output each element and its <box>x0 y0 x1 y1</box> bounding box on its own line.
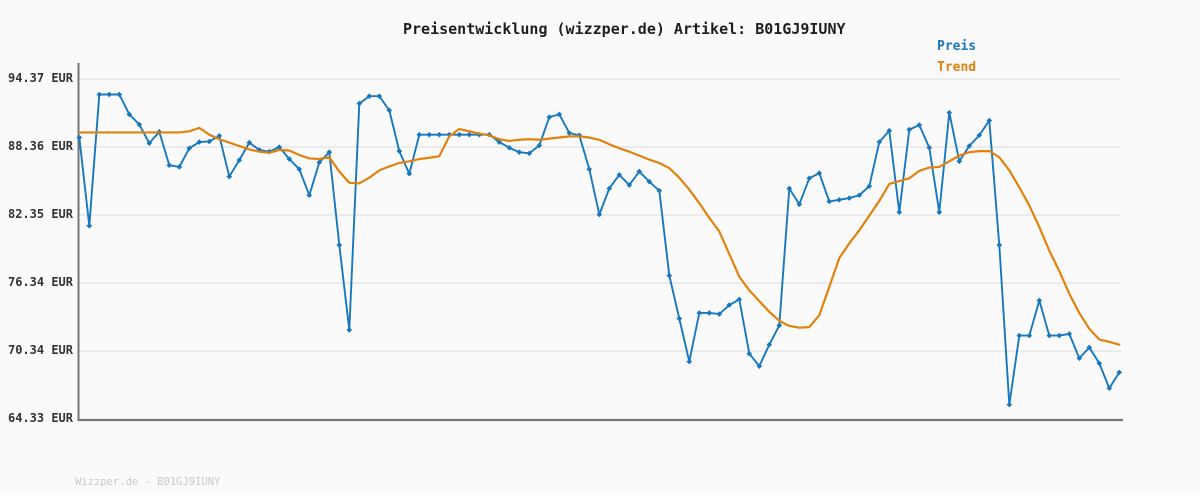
bottom-strip <box>0 492 1200 500</box>
y-axis-tick-label: 88.36 EUR <box>7 139 73 154</box>
y-axis-tick-label: 76.34 EUR <box>7 275 73 290</box>
y-axis-tick-label: 94.37 EUR <box>7 71 73 85</box>
y-axis-tick-label: 64.33 EUR <box>7 411 73 425</box>
trend-line <box>78 126 1121 346</box>
y-axis-tick-label: 82.35 EUR <box>7 207 73 222</box>
legend-item-preis: Preis <box>937 39 977 54</box>
legend-item-trend: Trend <box>937 60 977 75</box>
y-axis-tick-label: 70.34 EUR <box>7 342 73 357</box>
price-line <box>78 93 1121 406</box>
chart-title: Preisentwicklung (wizzper.de) Artikel: B… <box>403 20 846 38</box>
watermark-text: Wizzper.de - B01GJ9IUNY <box>75 476 221 488</box>
